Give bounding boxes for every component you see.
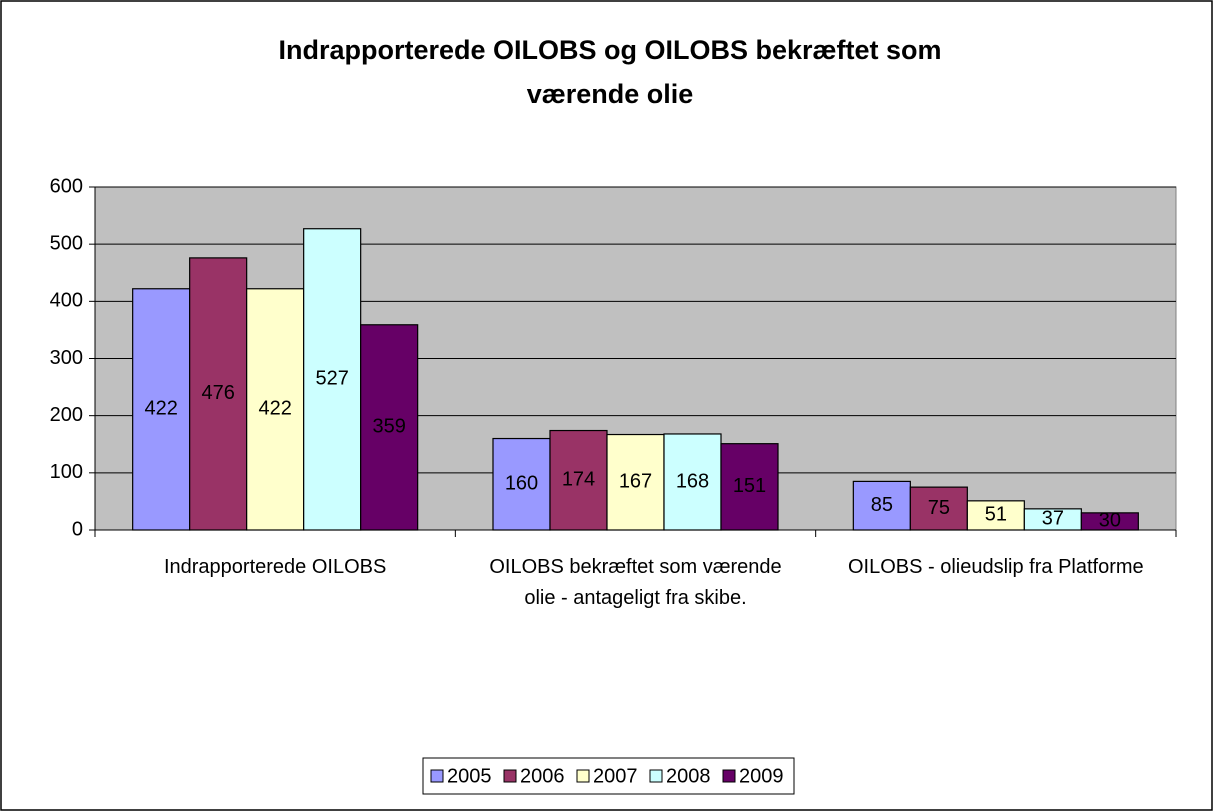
- bar: [132, 288, 191, 531]
- bar: [852, 480, 911, 531]
- bar: [549, 429, 608, 531]
- data-label: 476: [201, 382, 234, 404]
- y-tick-label: 600: [50, 175, 83, 197]
- data-label: 174: [562, 469, 595, 491]
- x-tick-label: Indrapporterede OILOBS: [163, 556, 387, 578]
- y-tick-label: 100: [50, 461, 83, 483]
- bar: [492, 437, 551, 531]
- bar: [303, 228, 362, 531]
- data-label: 359: [372, 416, 405, 438]
- data-label: 151: [733, 475, 766, 497]
- data-label: 168: [676, 470, 709, 492]
- y-tick-label: 500: [50, 232, 83, 254]
- legend-label: 2006: [520, 765, 565, 787]
- data-label: 85: [871, 494, 893, 516]
- data-label: 527: [315, 368, 348, 390]
- bar: [909, 486, 968, 531]
- bar: [720, 443, 779, 531]
- y-tick-label: 0: [72, 518, 83, 540]
- bar: [1080, 512, 1139, 531]
- x-tick-label: OILOBS bekræftet som værende olie - anta…: [489, 556, 782, 609]
- data-label: 160: [505, 473, 538, 495]
- legend-label: 2009: [739, 765, 784, 787]
- y-tick-label: 200: [50, 404, 83, 426]
- data-label: 167: [619, 471, 652, 493]
- x-tick-label: OILOBS - olieudslip fra Platforme: [847, 556, 1144, 578]
- bar: [360, 324, 419, 531]
- y-tick-label: 400: [50, 290, 83, 312]
- data-label: 30: [1099, 510, 1121, 532]
- data-label: 37: [1042, 508, 1064, 530]
- legend-swatch: [649, 769, 663, 783]
- data-label: 422: [144, 398, 177, 420]
- data-label: 75: [928, 497, 950, 519]
- legend-label: 2008: [666, 765, 711, 787]
- y-tick-label: 300: [50, 347, 83, 369]
- chart-title: Indrapporterede OILOBS og OILOBS bekræft…: [278, 35, 942, 109]
- legend-swatch: [576, 769, 590, 783]
- legend-swatch: [722, 769, 736, 783]
- data-label: 422: [258, 398, 291, 420]
- legend-swatch: [430, 769, 444, 783]
- data-label: 51: [985, 504, 1007, 526]
- legend-swatch: [503, 769, 517, 783]
- bar: [663, 433, 722, 531]
- legend-label: 2005: [447, 765, 492, 787]
- bar: [606, 433, 665, 531]
- legend-label: 2007: [593, 765, 638, 787]
